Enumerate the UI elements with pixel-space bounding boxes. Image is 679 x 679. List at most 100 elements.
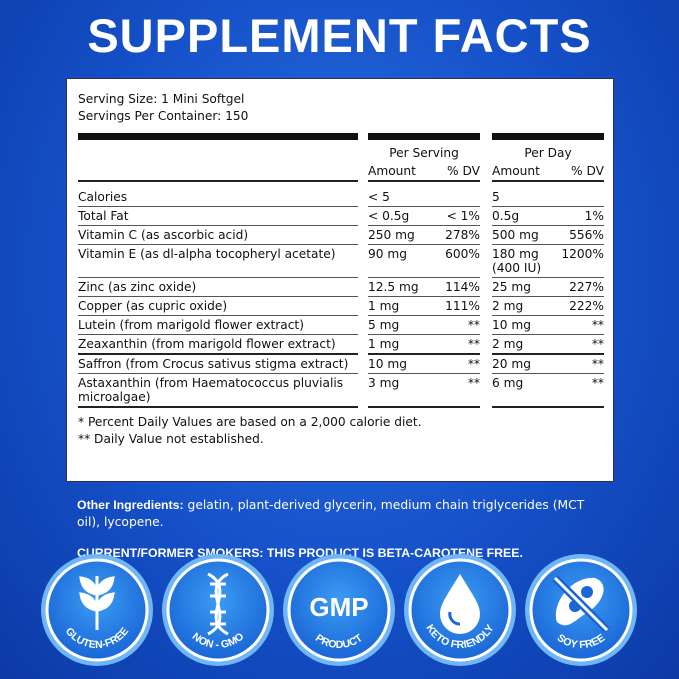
- cell: [78, 162, 358, 182]
- badge: GLUTEN-FREE: [41, 554, 153, 666]
- nutrient-row: Copper (as cupric oxide) 1 mg 111% 2 mg 222%: [78, 296, 605, 316]
- nutrient-value: **: [550, 354, 605, 374]
- other-ingredients: Other Ingredients: gelatin, plant-derive…: [77, 497, 607, 531]
- footnotes: * Percent Daily Values are based on a 2,…: [78, 414, 603, 448]
- footnote: * Percent Daily Values are based on a 2,…: [78, 415, 422, 429]
- gap: [358, 162, 368, 181]
- nutrient-row: Zinc (as zinc oxide) 12.5 mg 114% 25 mg 227%: [78, 277, 605, 297]
- gap: [358, 297, 368, 316]
- gap: [480, 374, 492, 408]
- group-header: Per Serving: [368, 133, 481, 162]
- gap: [358, 374, 368, 408]
- badges: GLUTEN-FREE NON - GMO GMP PRODUCT KETO FRIEN…: [41, 554, 637, 666]
- gap: [358, 181, 368, 207]
- nutrient-value: 556%: [550, 225, 605, 245]
- gap: [480, 354, 492, 374]
- nutrient-name: Vitamin E (as dl-alpha tocopheryl acetat…: [78, 244, 358, 278]
- nutrient-value: < 5: [368, 181, 430, 207]
- nutrient-value: 250 mg: [368, 225, 430, 245]
- badge-icon: [79, 576, 115, 630]
- nutrient-value: [550, 181, 605, 207]
- nutrient-name: Vitamin C (as ascorbic acid): [78, 225, 358, 245]
- gap: [480, 278, 492, 297]
- nutrient-value: 1200%: [550, 244, 605, 278]
- nutrient-value: 10 mg: [368, 354, 430, 374]
- nutrient-name: Copper (as cupric oxide): [78, 296, 358, 316]
- nutrient-value: **: [430, 373, 481, 408]
- nutrient-value: 1 mg: [368, 296, 430, 316]
- nutrient-value: 114%: [430, 277, 481, 297]
- title: SUPPLEMENT FACTS: [87, 9, 592, 62]
- gap: [480, 207, 492, 226]
- facts-panel: Serving Size: 1 Mini Softgel Servings Pe…: [66, 78, 614, 482]
- badge-icon: [440, 574, 480, 634]
- badge-label: PRODUCT: [313, 632, 365, 651]
- gap: [358, 207, 368, 226]
- gap: [358, 316, 368, 335]
- nutrient-value: **: [550, 334, 605, 355]
- gap: [480, 137, 492, 163]
- gap: [358, 278, 368, 297]
- other-ingredients-text: gelatin, plant-derived glycerin, medium …: [77, 498, 585, 529]
- gap: [358, 226, 368, 245]
- group-header: Per Day: [492, 133, 605, 162]
- nutrient-value: 5 mg: [368, 315, 430, 335]
- nutrient-name: Zeaxanthin (from marigold flower extract…: [78, 334, 358, 355]
- badge-label-path: NON - GMO: [190, 631, 246, 652]
- badge: KETO FRIENDLY: [404, 554, 516, 666]
- cell: [78, 133, 358, 162]
- badge-icon: [552, 575, 610, 633]
- badge-label-path: PRODUCT: [313, 632, 365, 651]
- nutrient-row: Calories < 5 5: [78, 181, 605, 207]
- column-header: % DV: [550, 162, 605, 182]
- nutrient-name: Lutein (from marigold flower extract): [78, 315, 358, 335]
- nutrient-value: 25 mg: [492, 277, 551, 297]
- nutrient-value: 10 mg: [492, 315, 551, 335]
- column-header: Amount: [368, 162, 430, 182]
- nutrient-value: 2 mg: [492, 334, 551, 355]
- badge: NON - GMO: [162, 554, 274, 666]
- gap: [358, 245, 368, 278]
- gap: [480, 335, 492, 355]
- other-ingredients-label: Other Ingredients:: [77, 498, 184, 512]
- nutrient-value: 12.5 mg: [368, 277, 430, 297]
- gap: [358, 137, 368, 163]
- gap: [480, 226, 492, 245]
- nutrient-value: 111%: [430, 296, 481, 316]
- nutrient-value: 1%: [550, 206, 605, 226]
- nutrient-value: 5: [492, 181, 551, 207]
- nutrient-value: [430, 181, 481, 207]
- nutrient-row: Total Fat < 0.5g < 1% 0.5g 1%: [78, 206, 605, 226]
- nutrient-value: 500 mg: [492, 225, 551, 245]
- nutrient-value: 6 mg: [492, 373, 551, 408]
- gap: [480, 181, 492, 207]
- servings-per-container: Servings Per Container: 150: [78, 109, 249, 123]
- column-header-row: Amount% DV Amount% DV: [78, 162, 605, 182]
- nutrient-value: 90 mg: [368, 244, 430, 278]
- gap: [480, 297, 492, 316]
- below-text: Other Ingredients: gelatin, plant-derive…: [77, 497, 607, 562]
- gap: [480, 162, 492, 181]
- badge-circle: [287, 558, 391, 662]
- facts-table: Per Serving Per Day Amount% DV Amount% DV Ca…: [78, 133, 605, 408]
- nutrient-value: < 0.5g: [368, 206, 430, 226]
- serving-size: Serving Size: 1 Mini Softgel: [78, 92, 245, 106]
- gap: [358, 335, 368, 355]
- nutrient-row: Saffron (from Crocus sativus stigma extr…: [78, 354, 605, 374]
- nutrient-value: 2 mg: [492, 296, 551, 316]
- badge: GMP PRODUCT: [283, 554, 395, 666]
- nutrient-value: 3 mg: [368, 373, 430, 408]
- footnote: ** Daily Value not established.: [78, 432, 264, 446]
- nutrient-value: < 1%: [430, 206, 481, 226]
- nutrient-row: Vitamin C (as ascorbic acid) 250 mg 278% 50…: [78, 225, 605, 245]
- nutrient-row: Lutein (from marigold flower extract) 5 m…: [78, 315, 605, 335]
- group-header-row: Per Serving Per Day: [78, 133, 605, 163]
- nutrient-value: 180 mg (400 IU): [492, 244, 551, 278]
- nutrient-value: 1 mg: [368, 334, 430, 355]
- nutrient-value: 222%: [550, 296, 605, 316]
- badge: SOY FREE: [525, 554, 637, 666]
- nutrient-value: **: [430, 354, 481, 374]
- nutrient-name: Saffron (from Crocus sativus stigma extr…: [78, 354, 358, 374]
- nutrient-row: Astaxanthin (from Haematococcus pluviali…: [78, 373, 605, 408]
